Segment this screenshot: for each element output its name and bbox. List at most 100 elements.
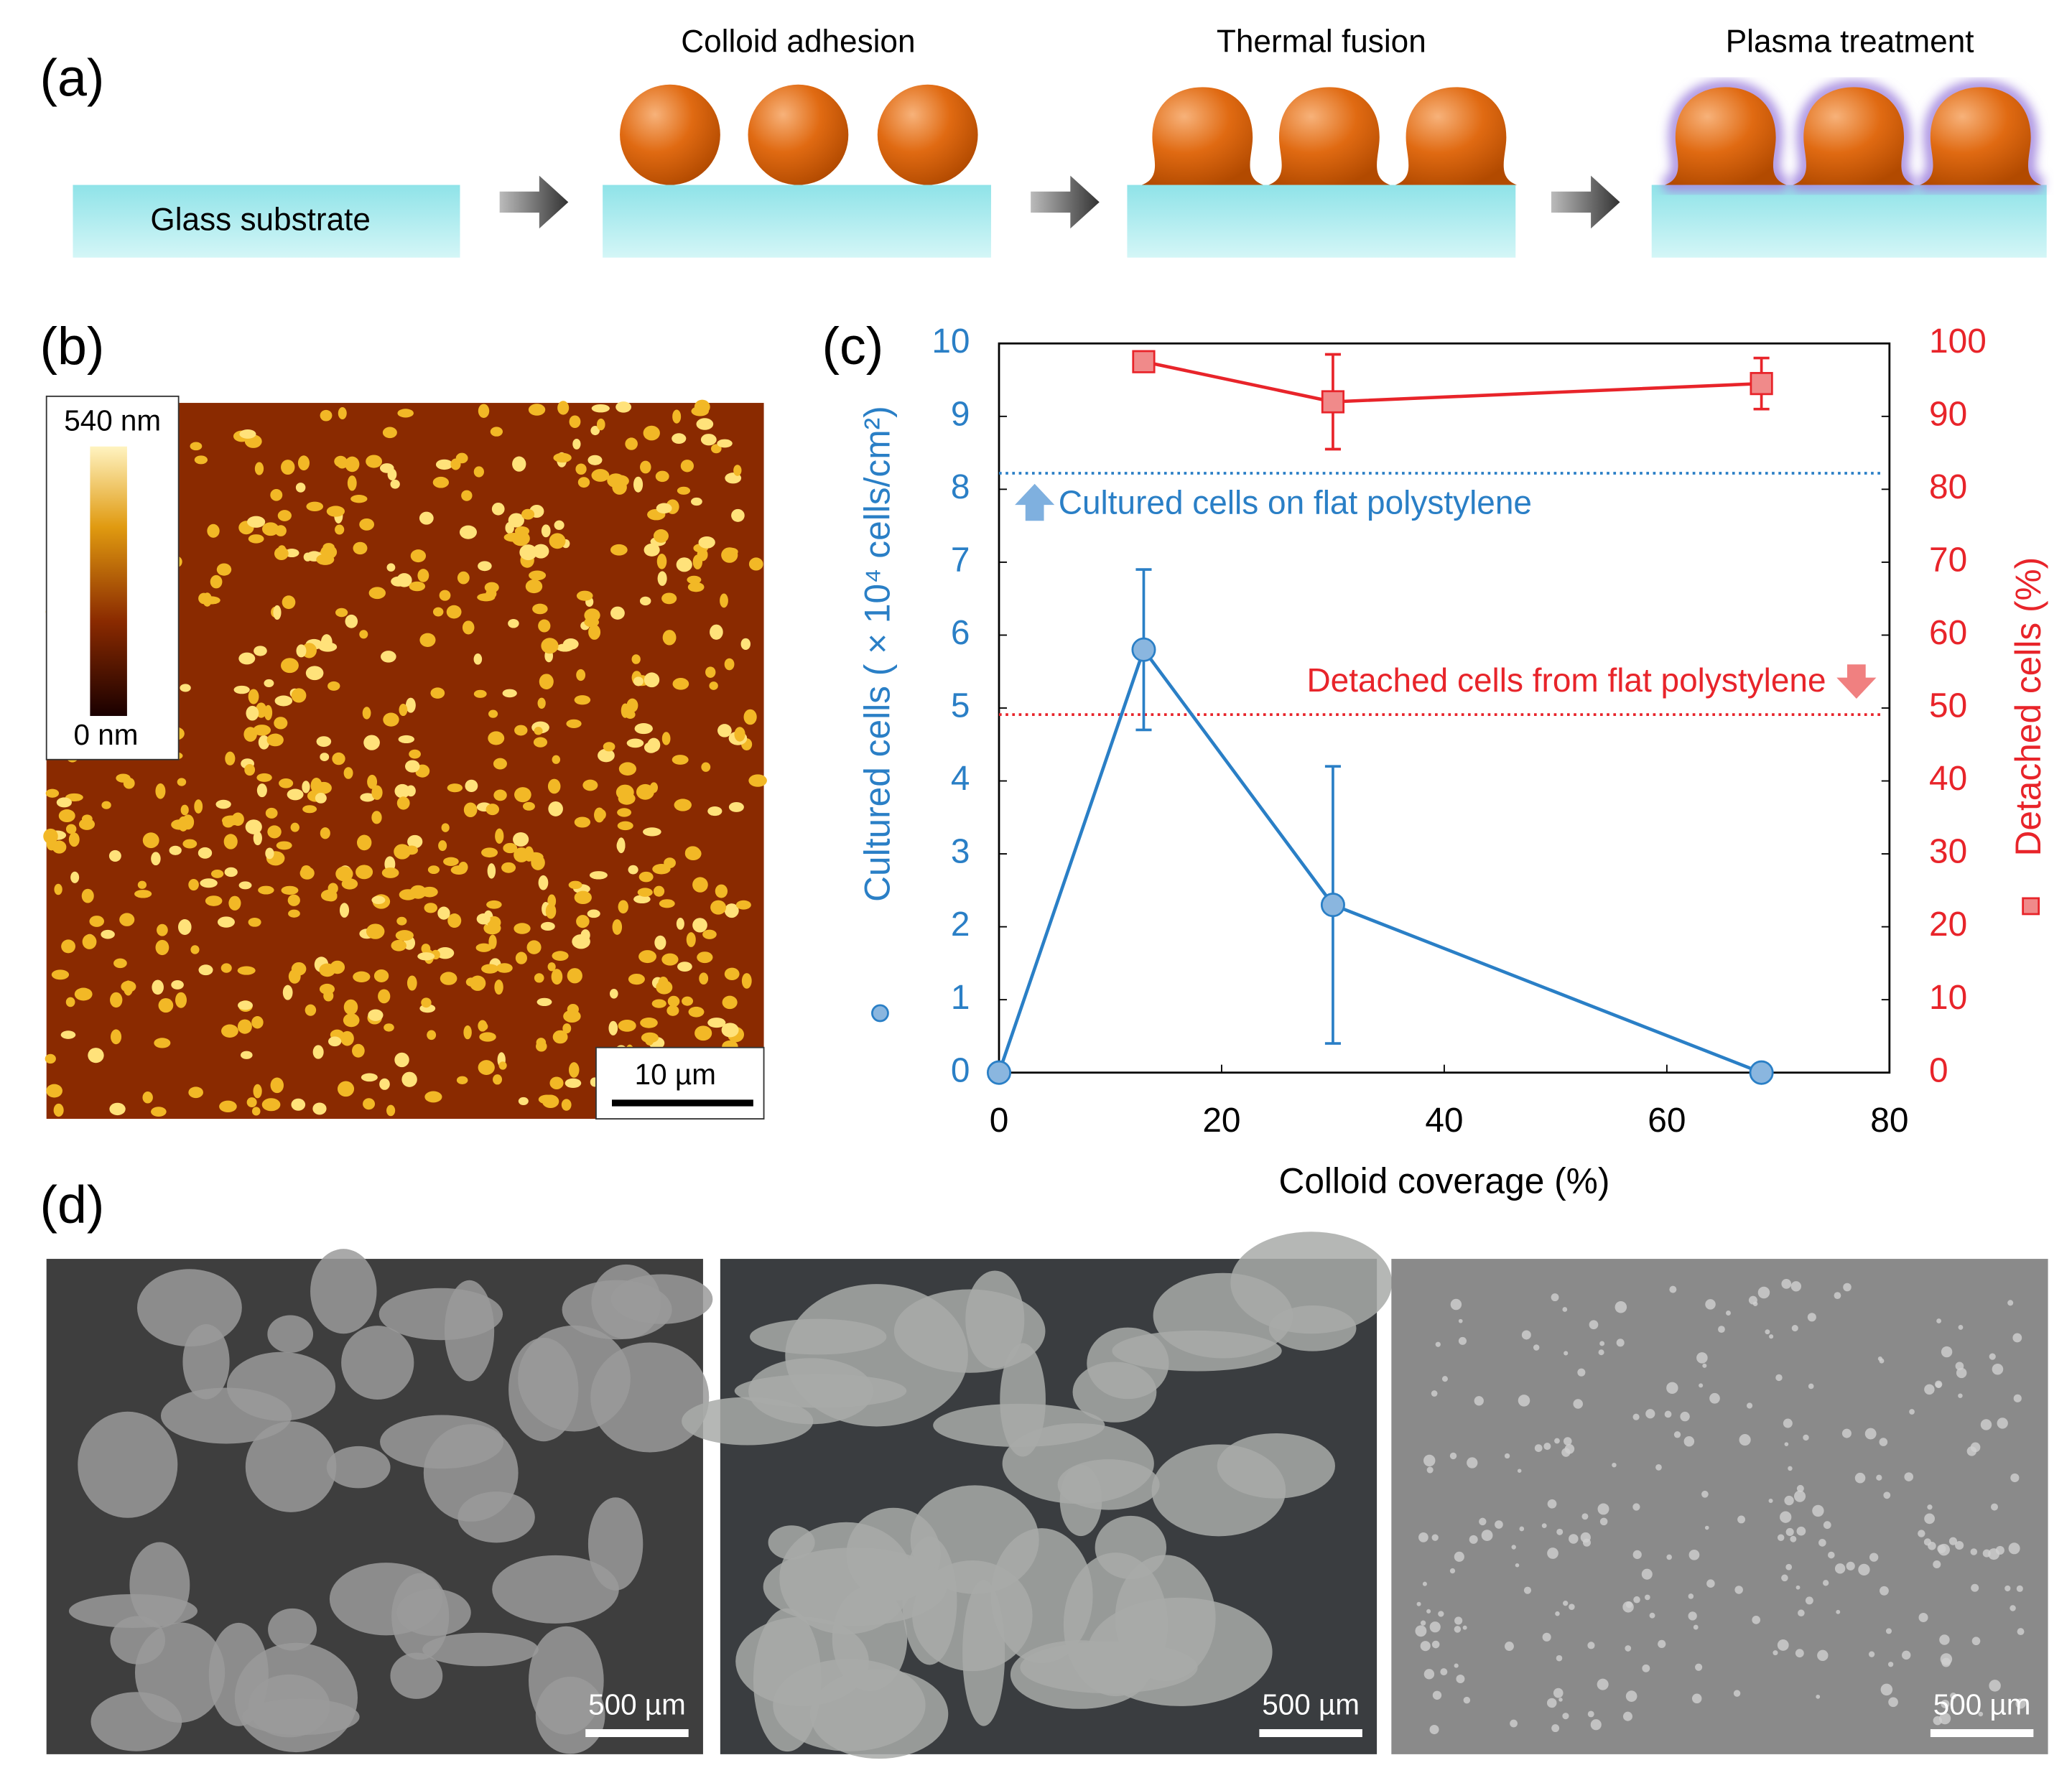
cell xyxy=(1726,1310,1731,1316)
afm-particle xyxy=(684,847,702,861)
afm-particle xyxy=(287,894,300,906)
cell xyxy=(1632,1413,1640,1420)
afm-particle xyxy=(366,455,383,468)
colorbar-label: 0 nm xyxy=(74,718,139,751)
afm-particle xyxy=(551,969,563,985)
cell xyxy=(1938,1543,1950,1556)
afm-particle xyxy=(113,958,127,969)
afm-particle xyxy=(491,503,505,516)
y2-tick-label: 10 xyxy=(1929,979,1967,1017)
afm-particle xyxy=(672,409,682,424)
scale-label: 500 µm xyxy=(1933,1688,2031,1721)
afm-particle xyxy=(552,951,569,961)
afm-particle xyxy=(256,783,267,798)
afm-particle xyxy=(541,524,551,538)
afm-particle xyxy=(615,401,632,413)
afm-particle xyxy=(287,788,304,801)
step-title: Thermal fusion xyxy=(1217,24,1426,59)
afm-particle xyxy=(417,952,435,961)
afm-particle xyxy=(43,828,58,844)
cell xyxy=(1632,1503,1640,1511)
afm-particle xyxy=(538,1094,556,1104)
cell xyxy=(1704,1525,1709,1530)
afm-particle xyxy=(68,832,80,847)
afm-particle xyxy=(239,429,256,439)
cell xyxy=(1958,1325,1964,1330)
cell xyxy=(1554,1438,1560,1444)
cell xyxy=(1918,1612,1928,1622)
afm-particle xyxy=(223,834,238,850)
afm-particle xyxy=(356,834,372,851)
y-tick-label: 9 xyxy=(951,395,970,433)
afm-particle xyxy=(584,617,600,628)
afm-particle xyxy=(251,1016,264,1029)
fused-colloid xyxy=(1793,87,1915,185)
afm-particle xyxy=(628,973,645,985)
cell xyxy=(1553,1688,1564,1698)
cell xyxy=(1615,1300,1627,1313)
afm-particle xyxy=(246,705,259,721)
afm-particle xyxy=(319,983,335,995)
cell xyxy=(1734,1586,1743,1594)
afm-particle xyxy=(421,944,431,954)
cell xyxy=(1781,1279,1792,1289)
afm-particle xyxy=(589,871,608,880)
cell xyxy=(1518,1395,1530,1407)
y-tick-label: 6 xyxy=(951,614,970,652)
cell xyxy=(1939,1634,1950,1645)
afm-particle xyxy=(653,885,665,897)
afm-particle xyxy=(625,437,638,450)
afm-particle xyxy=(291,688,307,703)
afm-particle xyxy=(264,679,274,687)
cell xyxy=(1581,1513,1589,1520)
substrate-label: Glass substrate xyxy=(150,203,371,238)
afm-particle xyxy=(461,490,473,501)
afm-particle xyxy=(557,401,570,415)
cell-patch xyxy=(1112,1330,1282,1372)
afm-particle xyxy=(486,900,502,909)
cell xyxy=(1432,1690,1442,1700)
cell xyxy=(1523,1586,1532,1594)
cell xyxy=(1590,1719,1602,1731)
afm-particle xyxy=(228,895,241,911)
afm-particle xyxy=(634,723,653,735)
data-point xyxy=(1750,372,1773,396)
afm-particle xyxy=(221,1024,238,1038)
afm-particle xyxy=(733,465,742,476)
afm-particle xyxy=(741,973,752,989)
afm-particle xyxy=(724,903,739,918)
cell xyxy=(1551,1724,1560,1733)
afm-particle xyxy=(582,779,598,791)
step-title: Colloid adhesion xyxy=(681,24,915,59)
afm-particle xyxy=(633,476,644,493)
y2-tick-label: 0 xyxy=(1929,1051,1948,1089)
afm-particle xyxy=(82,934,97,949)
cell xyxy=(1688,1593,1694,1599)
afm-particle xyxy=(111,1029,122,1045)
afm-particle xyxy=(734,727,745,742)
cell-patch xyxy=(182,1324,230,1400)
afm-particle xyxy=(566,719,582,728)
afm-particle xyxy=(264,704,273,721)
cell xyxy=(1693,1624,1699,1630)
afm-particle xyxy=(409,885,427,899)
afm-particle xyxy=(45,788,60,798)
cell xyxy=(1625,1601,1633,1609)
afm-particle xyxy=(335,866,353,882)
cell xyxy=(1589,1320,1599,1330)
afm-particle xyxy=(694,1025,712,1041)
cell xyxy=(1450,1298,1462,1311)
afm-particle xyxy=(343,999,358,1015)
cell xyxy=(1551,1293,1559,1302)
afm-particle xyxy=(405,845,418,855)
afm-particle xyxy=(568,1062,580,1078)
cell xyxy=(2016,1585,2023,1592)
cell xyxy=(1796,1484,1804,1492)
afm-particle xyxy=(101,929,115,939)
colorbar-label: 540 nm xyxy=(64,404,161,437)
cell xyxy=(1561,1448,1571,1457)
afm-particle xyxy=(382,427,397,439)
cell xyxy=(1718,1326,1725,1334)
cell xyxy=(1854,1472,1866,1484)
y2-tick-label: 70 xyxy=(1929,541,1967,580)
